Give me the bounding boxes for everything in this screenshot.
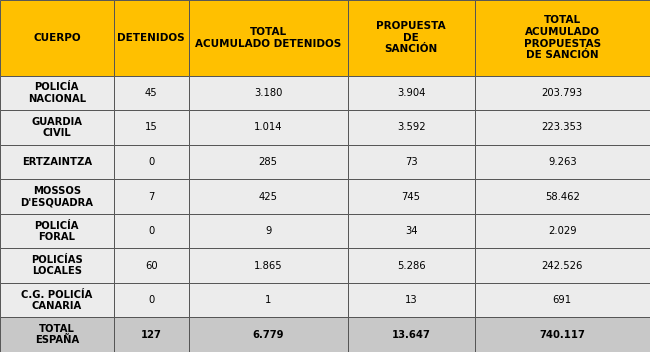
Bar — [474, 145, 650, 179]
Bar — [0, 110, 114, 145]
Text: POLICÍAS
LOCALES: POLICÍAS LOCALES — [31, 255, 83, 276]
Text: 15: 15 — [145, 122, 157, 132]
Text: 0: 0 — [148, 157, 154, 167]
Text: CUERPO: CUERPO — [33, 33, 81, 43]
Text: 0: 0 — [148, 226, 154, 236]
Bar — [348, 145, 474, 179]
Bar — [0, 283, 114, 318]
Bar — [188, 179, 348, 214]
Text: ERTZAINTZA: ERTZAINTZA — [22, 157, 92, 167]
Text: DETENIDOS: DETENIDOS — [117, 33, 185, 43]
Text: 45: 45 — [145, 88, 157, 98]
Text: TOTAL
ACUMULADO
PROPUESTAS
DE SANCIÓN: TOTAL ACUMULADO PROPUESTAS DE SANCIÓN — [524, 15, 601, 60]
Bar — [348, 283, 474, 318]
Text: 9: 9 — [265, 226, 271, 236]
Bar — [114, 179, 188, 214]
Text: 6.779: 6.779 — [252, 330, 284, 340]
Text: 7: 7 — [148, 191, 154, 202]
Bar — [114, 214, 188, 249]
Bar — [0, 318, 114, 352]
Text: 73: 73 — [405, 157, 417, 167]
Bar — [474, 249, 650, 283]
Text: 740.117: 740.117 — [540, 330, 585, 340]
Bar — [0, 214, 114, 249]
Text: PROPUESTA
DE
SANCIÓN: PROPUESTA DE SANCIÓN — [376, 21, 446, 55]
Text: 3.592: 3.592 — [396, 122, 426, 132]
Bar — [348, 0, 474, 76]
Bar — [114, 145, 188, 179]
Bar — [114, 318, 188, 352]
Text: 285: 285 — [259, 157, 278, 167]
Text: 60: 60 — [145, 260, 157, 271]
Text: 9.263: 9.263 — [548, 157, 577, 167]
Bar — [348, 179, 474, 214]
Bar — [348, 110, 474, 145]
Bar — [0, 145, 114, 179]
Bar — [348, 76, 474, 110]
Text: 1.014: 1.014 — [254, 122, 282, 132]
Text: 745: 745 — [402, 191, 421, 202]
Bar — [474, 110, 650, 145]
Text: POLICÍA
FORAL: POLICÍA FORAL — [34, 220, 79, 242]
Bar — [474, 76, 650, 110]
Bar — [114, 0, 188, 76]
Bar — [114, 249, 188, 283]
Bar — [188, 76, 348, 110]
Bar — [0, 179, 114, 214]
Bar — [474, 283, 650, 318]
Bar — [474, 179, 650, 214]
Bar — [188, 283, 348, 318]
Text: 13.647: 13.647 — [392, 330, 430, 340]
Text: MOSSOS
D'ESQUADRA: MOSSOS D'ESQUADRA — [20, 186, 94, 207]
Bar — [188, 145, 348, 179]
Text: 203.793: 203.793 — [541, 88, 583, 98]
Text: 242.526: 242.526 — [541, 260, 583, 271]
Bar — [114, 110, 188, 145]
Bar — [348, 318, 474, 352]
Bar — [188, 110, 348, 145]
Text: GUARDIA
CIVIL: GUARDIA CIVIL — [31, 117, 83, 138]
Text: 3.904: 3.904 — [397, 88, 425, 98]
Text: 13: 13 — [405, 295, 417, 305]
Text: 58.462: 58.462 — [545, 191, 580, 202]
Text: TOTAL
ACUMULADO DETENIDOS: TOTAL ACUMULADO DETENIDOS — [195, 27, 341, 49]
Bar — [348, 249, 474, 283]
Bar — [114, 283, 188, 318]
Text: 223.353: 223.353 — [541, 122, 583, 132]
Bar — [474, 214, 650, 249]
Bar — [474, 0, 650, 76]
Text: POLICÍA
NACIONAL: POLICÍA NACIONAL — [28, 82, 86, 103]
Bar — [474, 318, 650, 352]
Text: 127: 127 — [140, 330, 162, 340]
Text: 425: 425 — [259, 191, 278, 202]
Text: TOTAL
ESPAÑA: TOTAL ESPAÑA — [34, 324, 79, 345]
Text: 1.865: 1.865 — [254, 260, 283, 271]
Text: 3.180: 3.180 — [254, 88, 282, 98]
Bar — [188, 318, 348, 352]
Bar — [0, 0, 114, 76]
Bar — [114, 76, 188, 110]
Bar — [0, 249, 114, 283]
Text: 34: 34 — [405, 226, 417, 236]
Bar — [188, 0, 348, 76]
Bar — [348, 214, 474, 249]
Bar — [0, 76, 114, 110]
Bar — [188, 214, 348, 249]
Text: 5.286: 5.286 — [396, 260, 426, 271]
Text: 691: 691 — [552, 295, 572, 305]
Text: 1: 1 — [265, 295, 271, 305]
Text: C.G. POLICÍA
CANARIA: C.G. POLICÍA CANARIA — [21, 290, 92, 311]
Bar — [188, 249, 348, 283]
Text: 2.029: 2.029 — [548, 226, 577, 236]
Text: 0: 0 — [148, 295, 154, 305]
